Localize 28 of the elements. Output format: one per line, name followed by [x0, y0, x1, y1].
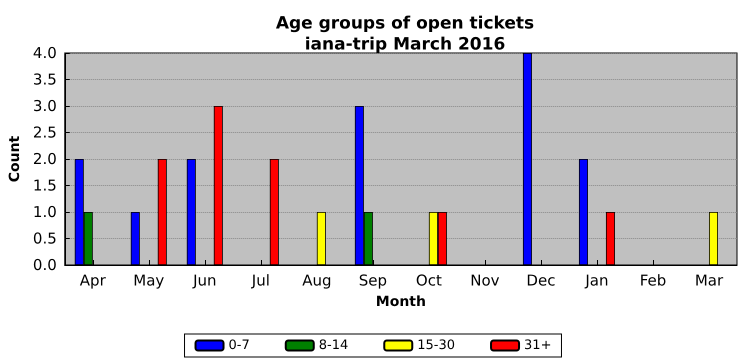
x-tick-label: Jul — [250, 272, 270, 290]
y-tick-label: 3.0 — [32, 97, 57, 115]
legend-label: 0-7 — [228, 338, 250, 353]
x-tick-label: Sep — [358, 272, 388, 290]
x-tick-label: Dec — [526, 272, 556, 290]
y-tick-label: 0.5 — [32, 230, 57, 248]
x-tick-label: Jun — [192, 272, 217, 290]
x-tick-label: Feb — [640, 272, 666, 290]
y-tick-label: 0.0 — [32, 256, 57, 274]
x-tick-label: Mar — [694, 272, 724, 290]
legend-label: 15-30 — [417, 338, 456, 353]
chart-title: Age groups of open tickets iana-trip March 2016 — [276, 14, 534, 54]
x-axis-title: Month — [376, 294, 426, 310]
x-tick-label: Aug — [302, 272, 332, 290]
x-tick-label: Oct — [416, 272, 442, 290]
y-tick-label: 1.5 — [32, 176, 57, 194]
x-tick-label: May — [133, 272, 164, 290]
y-axis-title: Count — [7, 135, 23, 182]
y-tick-label: 2.0 — [32, 150, 57, 168]
x-tick-label: Jan — [584, 272, 609, 290]
x-tick-label: Apr — [80, 272, 107, 290]
x-tick-label: Nov — [470, 272, 500, 290]
y-tick-label: 3.5 — [32, 70, 57, 88]
legend-label: 8-14 — [318, 338, 348, 353]
y-tick-label: 4.0 — [32, 44, 57, 62]
legend-label: 31+ — [524, 338, 552, 353]
y-tick-label: 1.0 — [32, 203, 57, 221]
y-tick-label: 2.5 — [32, 124, 57, 142]
